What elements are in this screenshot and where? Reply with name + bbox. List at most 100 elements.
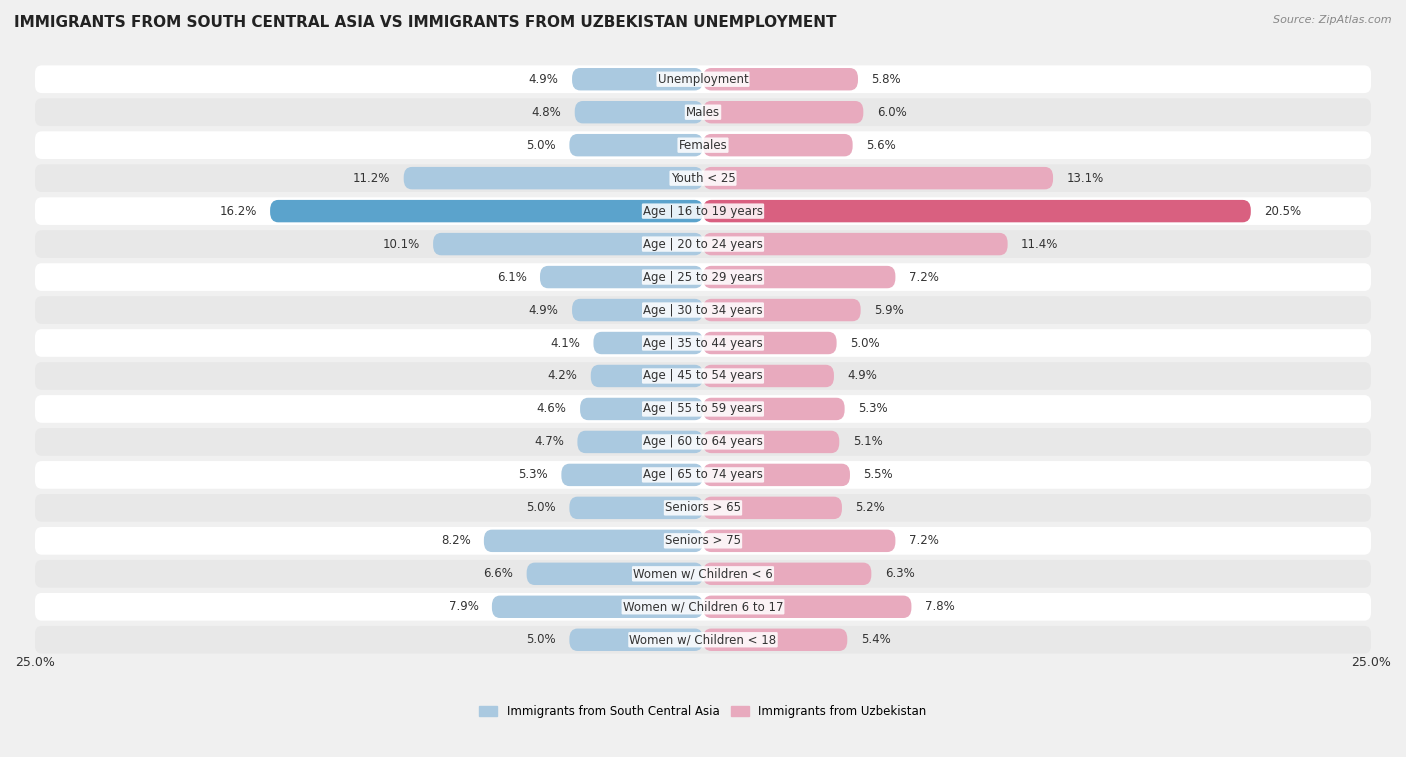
- FancyBboxPatch shape: [35, 164, 1371, 192]
- Text: Age | 65 to 74 years: Age | 65 to 74 years: [643, 469, 763, 481]
- Text: Unemployment: Unemployment: [658, 73, 748, 86]
- FancyBboxPatch shape: [703, 101, 863, 123]
- FancyBboxPatch shape: [575, 101, 703, 123]
- FancyBboxPatch shape: [527, 562, 703, 585]
- FancyBboxPatch shape: [703, 134, 852, 157]
- Text: 4.7%: 4.7%: [534, 435, 564, 448]
- Text: Source: ZipAtlas.com: Source: ZipAtlas.com: [1274, 15, 1392, 25]
- FancyBboxPatch shape: [703, 68, 858, 90]
- FancyBboxPatch shape: [703, 332, 837, 354]
- Text: 7.8%: 7.8%: [925, 600, 955, 613]
- Text: 6.1%: 6.1%: [496, 270, 527, 284]
- Text: 25.0%: 25.0%: [15, 656, 55, 669]
- Text: Women w/ Children < 18: Women w/ Children < 18: [630, 634, 776, 646]
- FancyBboxPatch shape: [270, 200, 703, 223]
- Text: 6.3%: 6.3%: [884, 567, 914, 581]
- FancyBboxPatch shape: [35, 230, 1371, 258]
- Text: Females: Females: [679, 139, 727, 151]
- FancyBboxPatch shape: [35, 198, 1371, 225]
- Text: 4.8%: 4.8%: [531, 106, 561, 119]
- FancyBboxPatch shape: [703, 167, 1053, 189]
- FancyBboxPatch shape: [703, 233, 1008, 255]
- Text: 16.2%: 16.2%: [219, 204, 257, 217]
- FancyBboxPatch shape: [35, 131, 1371, 159]
- FancyBboxPatch shape: [35, 461, 1371, 489]
- FancyBboxPatch shape: [703, 464, 851, 486]
- Text: 7.9%: 7.9%: [449, 600, 478, 613]
- FancyBboxPatch shape: [703, 431, 839, 453]
- FancyBboxPatch shape: [591, 365, 703, 387]
- Text: Age | 20 to 24 years: Age | 20 to 24 years: [643, 238, 763, 251]
- FancyBboxPatch shape: [569, 497, 703, 519]
- Text: 8.2%: 8.2%: [440, 534, 471, 547]
- FancyBboxPatch shape: [35, 593, 1371, 621]
- FancyBboxPatch shape: [703, 299, 860, 321]
- FancyBboxPatch shape: [35, 494, 1371, 522]
- Text: Age | 60 to 64 years: Age | 60 to 64 years: [643, 435, 763, 448]
- FancyBboxPatch shape: [404, 167, 703, 189]
- FancyBboxPatch shape: [484, 530, 703, 552]
- FancyBboxPatch shape: [572, 299, 703, 321]
- FancyBboxPatch shape: [35, 329, 1371, 357]
- Text: Seniors > 75: Seniors > 75: [665, 534, 741, 547]
- FancyBboxPatch shape: [569, 628, 703, 651]
- FancyBboxPatch shape: [593, 332, 703, 354]
- Text: 5.0%: 5.0%: [526, 634, 555, 646]
- FancyBboxPatch shape: [35, 362, 1371, 390]
- Text: Age | 25 to 29 years: Age | 25 to 29 years: [643, 270, 763, 284]
- Text: 5.6%: 5.6%: [866, 139, 896, 151]
- Text: Women w/ Children 6 to 17: Women w/ Children 6 to 17: [623, 600, 783, 613]
- Text: 11.2%: 11.2%: [353, 172, 391, 185]
- Text: 4.6%: 4.6%: [537, 403, 567, 416]
- FancyBboxPatch shape: [703, 628, 848, 651]
- FancyBboxPatch shape: [561, 464, 703, 486]
- FancyBboxPatch shape: [581, 397, 703, 420]
- Text: 5.4%: 5.4%: [860, 634, 890, 646]
- FancyBboxPatch shape: [703, 497, 842, 519]
- Text: 6.0%: 6.0%: [877, 106, 907, 119]
- FancyBboxPatch shape: [703, 530, 896, 552]
- Text: 5.1%: 5.1%: [852, 435, 883, 448]
- Text: Age | 35 to 44 years: Age | 35 to 44 years: [643, 337, 763, 350]
- Text: 4.9%: 4.9%: [529, 73, 558, 86]
- FancyBboxPatch shape: [35, 65, 1371, 93]
- FancyBboxPatch shape: [540, 266, 703, 288]
- Text: 4.2%: 4.2%: [547, 369, 578, 382]
- Text: 5.3%: 5.3%: [858, 403, 887, 416]
- FancyBboxPatch shape: [35, 626, 1371, 653]
- Text: 4.9%: 4.9%: [529, 304, 558, 316]
- Text: 20.5%: 20.5%: [1264, 204, 1302, 217]
- FancyBboxPatch shape: [35, 560, 1371, 587]
- FancyBboxPatch shape: [703, 562, 872, 585]
- FancyBboxPatch shape: [569, 134, 703, 157]
- Text: Age | 55 to 59 years: Age | 55 to 59 years: [643, 403, 763, 416]
- Text: 5.0%: 5.0%: [526, 501, 555, 514]
- Text: 5.9%: 5.9%: [875, 304, 904, 316]
- Text: Youth < 25: Youth < 25: [671, 172, 735, 185]
- FancyBboxPatch shape: [35, 98, 1371, 126]
- FancyBboxPatch shape: [703, 266, 896, 288]
- Text: 10.1%: 10.1%: [382, 238, 420, 251]
- Text: 5.8%: 5.8%: [872, 73, 901, 86]
- FancyBboxPatch shape: [35, 395, 1371, 423]
- FancyBboxPatch shape: [703, 365, 834, 387]
- Text: IMMIGRANTS FROM SOUTH CENTRAL ASIA VS IMMIGRANTS FROM UZBEKISTAN UNEMPLOYMENT: IMMIGRANTS FROM SOUTH CENTRAL ASIA VS IM…: [14, 15, 837, 30]
- Text: Males: Males: [686, 106, 720, 119]
- Text: Seniors > 65: Seniors > 65: [665, 501, 741, 514]
- Text: 5.2%: 5.2%: [855, 501, 884, 514]
- Text: 7.2%: 7.2%: [908, 534, 939, 547]
- FancyBboxPatch shape: [35, 263, 1371, 291]
- Text: 11.4%: 11.4%: [1021, 238, 1059, 251]
- FancyBboxPatch shape: [492, 596, 703, 618]
- FancyBboxPatch shape: [703, 596, 911, 618]
- FancyBboxPatch shape: [703, 200, 1251, 223]
- Text: 4.1%: 4.1%: [550, 337, 581, 350]
- Text: 5.0%: 5.0%: [851, 337, 880, 350]
- Text: Age | 30 to 34 years: Age | 30 to 34 years: [643, 304, 763, 316]
- Text: 7.2%: 7.2%: [908, 270, 939, 284]
- FancyBboxPatch shape: [35, 527, 1371, 555]
- Text: 5.0%: 5.0%: [526, 139, 555, 151]
- Text: Age | 16 to 19 years: Age | 16 to 19 years: [643, 204, 763, 217]
- Text: Women w/ Children < 6: Women w/ Children < 6: [633, 567, 773, 581]
- FancyBboxPatch shape: [578, 431, 703, 453]
